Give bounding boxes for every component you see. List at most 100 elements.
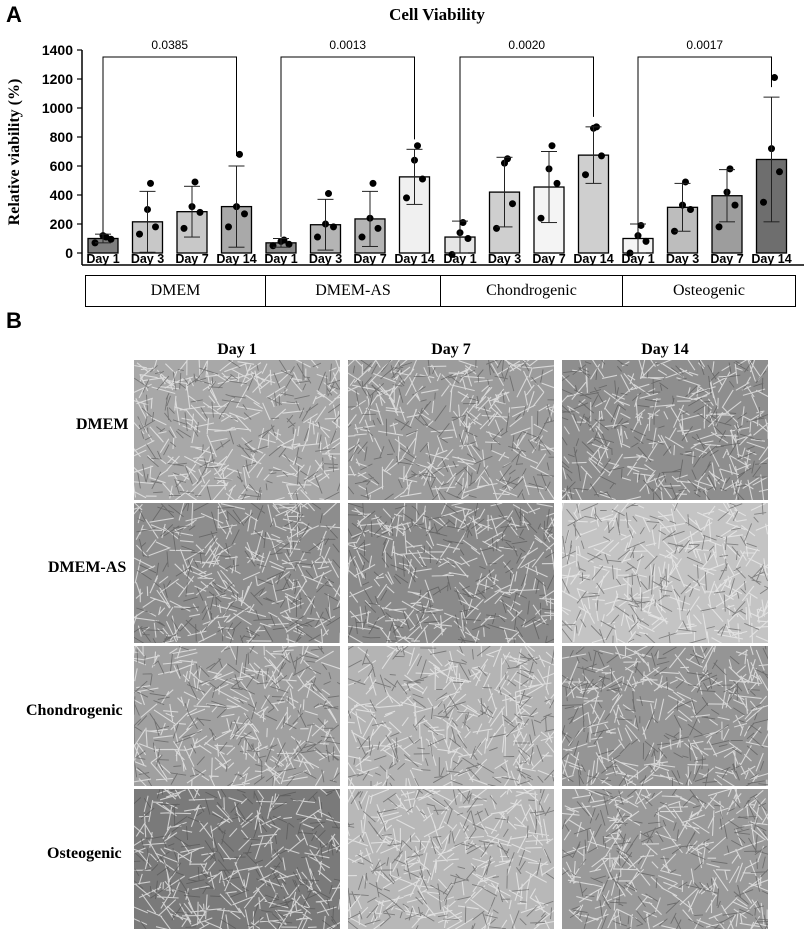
micrograph-osteogenic-day-7 [348,789,554,929]
data-point [152,223,159,231]
data-point [325,190,332,198]
chart-title: Cell Viability [389,5,485,24]
data-point [241,210,248,218]
row-label-chondrogenic: Chondrogenic [26,702,123,719]
data-point [403,194,410,202]
micrograph-chondrogenic-day-1 [134,646,340,786]
x-tick-label: Day 1 [621,252,654,266]
data-point [637,221,645,229]
y-tick-label: 1000 [42,100,73,116]
cell-texture [562,360,768,500]
x-tick-label: Day 7 [532,252,565,266]
data-point [314,233,321,241]
condition-box-dmem-as: DMEM-AS [265,275,441,307]
micrograph-osteogenic-day-14 [562,789,768,929]
data-point [776,168,783,176]
row-label-osteogenic: Osteogenic [47,845,122,862]
condition-box-osteogenic: Osteogenic [622,275,796,307]
condition-label-osteogenic: Osteogenic [673,282,745,299]
row-label-dmem: DMEM [76,416,129,433]
x-tick-label: Day 7 [710,252,743,266]
column-heading-day-7: Day 7 [431,341,471,358]
data-point [102,233,110,241]
y-tick-label: 800 [50,129,74,145]
x-tick-label: Day 7 [175,252,208,266]
data-point [715,223,723,231]
cell-texture [348,646,554,786]
y-tick-label: 1200 [42,71,73,87]
cell-texture [134,646,340,786]
y-tick-label: 200 [50,216,74,232]
micrograph-dmem-day-14 [562,360,768,500]
panel-label-a: A [6,2,22,27]
y-axis-label: Relative viability (%) [6,79,23,226]
data-point [147,179,154,187]
data-point [509,200,516,208]
x-tick-label: Day 1 [264,252,297,266]
data-point [269,242,277,250]
data-point [731,201,739,209]
data-point [760,198,767,206]
data-point [358,233,366,241]
data-point [493,224,500,232]
cell-texture [562,789,768,929]
x-tick-label: Day 1 [86,252,119,266]
data-point [330,223,337,231]
data-point [504,155,511,163]
x-tick-label: Day 7 [353,252,386,266]
condition-box-dmem: DMEM [85,275,266,307]
data-point [180,224,188,232]
x-tick-label: Day 14 [751,252,791,266]
x-tick-label: Day 14 [394,252,434,266]
x-tick-label: Day 3 [309,252,342,266]
micrograph-chondrogenic-day-7 [348,646,554,786]
data-point [553,179,561,187]
cell-texture [562,646,768,786]
data-point [414,142,421,150]
data-point [459,219,467,227]
x-tick-label: Day 3 [488,252,521,266]
cell-texture [134,503,340,643]
data-point [682,178,689,186]
micrograph-dmem-as-day-7 [348,503,554,643]
x-tick-label: Day 3 [666,252,699,266]
y-tick-label: 1400 [42,42,73,58]
micrograph-osteogenic-day-1 [134,789,340,929]
data-point [464,235,472,242]
data-point [582,171,589,179]
micrograph-dmem-as-day-1 [134,503,340,643]
p-value-label: 0.0013 [329,38,366,52]
data-point [548,142,556,150]
p-value-label: 0.0020 [508,38,545,52]
row-label-dmem-as: DMEM-AS [48,559,127,576]
data-point [191,178,199,186]
micrograph-dmem-day-1 [134,360,340,500]
cell-texture [348,503,554,643]
data-point [374,224,382,232]
p-value-label: 0.0385 [151,38,188,52]
cell-texture [562,503,768,643]
viability-chart: Cell Viability Relative viability (%) 0 2… [6,5,804,266]
data-point [285,240,293,248]
micrograph-dmem-as-day-14 [562,503,768,643]
data-point [642,237,650,245]
x-tick-label: Day 3 [131,252,164,266]
x-tick-label: Day 14 [573,252,613,266]
cell-texture [134,360,340,500]
data-point [236,150,243,158]
y-tick-label: 600 [50,158,74,174]
y-tick-label: 400 [50,187,74,203]
cell-texture [134,789,340,929]
data-point [687,206,694,213]
micrograph-chondrogenic-day-14 [562,646,768,786]
data-point [225,223,232,231]
condition-box-chondrogenic: Chondrogenic [440,275,623,307]
significance-bracket [280,56,415,237]
cell-texture [348,789,554,929]
cell-texture [348,360,554,500]
column-heading-day-1: Day 1 [217,341,257,358]
panel-label-b: B [6,308,22,333]
data-point [771,74,778,82]
column-heading-day-14: Day 14 [641,341,689,358]
data-point [196,208,204,216]
